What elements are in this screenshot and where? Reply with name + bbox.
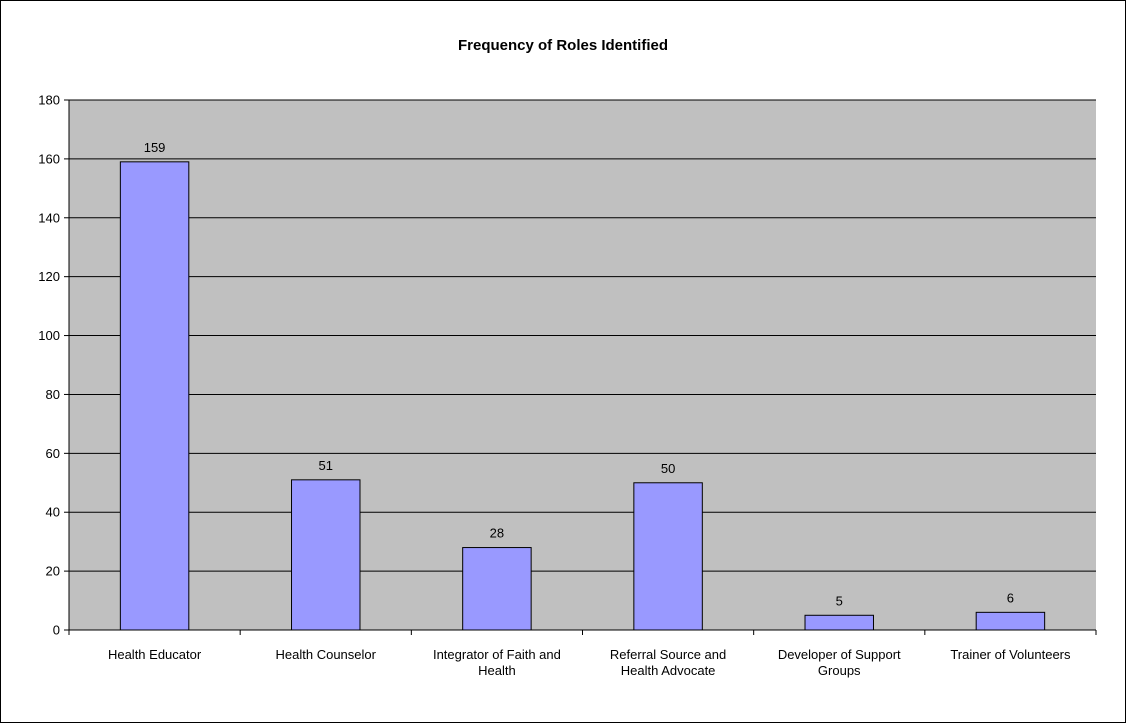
data-label: 159 (144, 140, 166, 155)
x-category-label: Developer of Support (778, 647, 901, 662)
chart-title: Frequency of Roles Identified (457, 37, 669, 54)
bar (804, 614, 874, 631)
data-label: 50 (661, 461, 675, 476)
y-tick-label: 60 (46, 446, 60, 461)
x-category-label: Health (478, 663, 516, 678)
bar (975, 611, 1046, 631)
x-category-label: Referral Source and (610, 647, 726, 662)
data-label: 6 (1007, 590, 1014, 605)
x-category-label: Health Counselor (276, 647, 377, 662)
bar (462, 547, 532, 631)
x-category-label: Groups (818, 663, 861, 678)
x-category-label: Integrator of Faith and (433, 647, 561, 662)
y-tick-label: 160 (38, 151, 60, 166)
bar (119, 161, 190, 631)
y-tick-label: 40 (46, 505, 60, 520)
x-category-label: Trainer of Volunteers (950, 647, 1071, 662)
data-label: 28 (490, 526, 504, 541)
y-tick-label: 180 (38, 93, 60, 108)
y-tick-label: 20 (46, 564, 60, 579)
y-tick-label: 140 (38, 210, 60, 225)
bar (633, 482, 703, 631)
data-label: 5 (836, 593, 843, 608)
x-category-label: Health Advocate (621, 663, 716, 678)
y-tick-label: 0 (53, 623, 60, 638)
plot-area (69, 100, 1096, 630)
data-label: 51 (319, 458, 333, 473)
x-category-label: Health Educator (108, 647, 202, 662)
bar (291, 479, 361, 631)
y-tick-label: 80 (46, 387, 60, 402)
y-tick-label: 120 (38, 269, 60, 284)
y-tick-label: 100 (38, 328, 60, 343)
